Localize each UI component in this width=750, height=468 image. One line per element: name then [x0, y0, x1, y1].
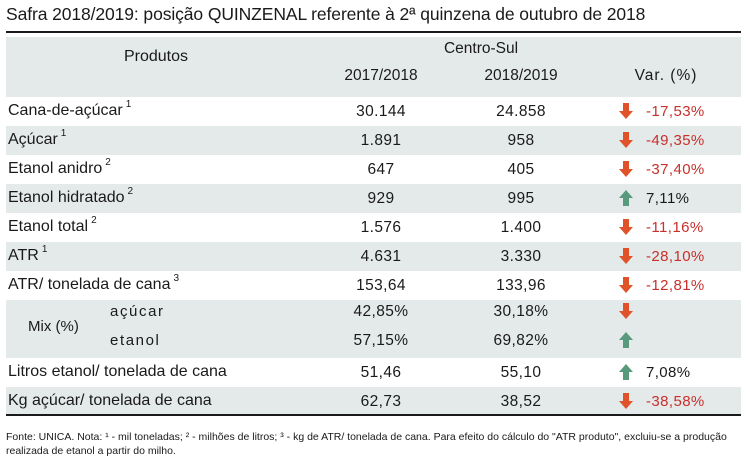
value-var: -11,16%: [646, 219, 704, 236]
value-2017: 1.891: [360, 132, 402, 149]
header-col-2017: 2017/2018: [344, 67, 418, 84]
value-var: -17,53%: [646, 103, 705, 120]
table-row: ATR/ tonelada de cana 3 153,64 133,96 -12,81…: [6, 271, 741, 300]
mix-value-2017-acucar: 42,85%: [353, 303, 409, 320]
value-var: -38,58%: [646, 393, 705, 410]
value-2018: 133,96: [496, 277, 546, 294]
row-footnote-mark: 2: [105, 157, 111, 168]
row-label: Açúcar 1: [8, 128, 67, 149]
value-2018: 55,10: [500, 364, 542, 381]
row-footnote-mark: 3: [173, 273, 180, 284]
value-var: -49,35%: [646, 132, 705, 149]
row-label: Etanol total 2: [8, 215, 97, 236]
arrow-down-icon: [619, 161, 633, 177]
arrow-down-icon: [619, 219, 633, 235]
value-var: -28,10%: [646, 248, 705, 265]
table-row: Açúcar 1 1.891 958 -49,35%: [6, 126, 741, 155]
arrow-down-icon: [619, 248, 633, 264]
arrow-down-icon: [619, 277, 633, 293]
value-var: -37,40%: [646, 161, 705, 178]
bottom-rule: [6, 414, 741, 416]
header-col-2018: 2018/2019: [484, 67, 558, 84]
row-label-text: Etanol total: [8, 218, 89, 235]
row-label: Litros etanol/ tonelada de cana: [8, 363, 227, 380]
value-2017: 153,64: [356, 277, 406, 294]
arrow-up-icon: [619, 190, 633, 206]
mix-sub-label-acucar: açúcar: [110, 303, 165, 320]
row-label: ATR 1: [8, 244, 48, 265]
row-label-text: ATR: [8, 247, 39, 264]
row-footnote-mark: 1: [60, 128, 67, 139]
row-label: ATR/ tonelada de cana 3: [8, 273, 180, 294]
value-2017: 51,46: [360, 364, 402, 381]
value-var: 7,11%: [646, 190, 690, 207]
header-region: Centro-Sul: [443, 40, 519, 57]
value-2018: 3.330: [500, 248, 542, 265]
value-2018: 405: [507, 161, 535, 178]
header-col-var: Var. (%): [634, 67, 698, 84]
arrow-down-icon: [619, 103, 633, 119]
value-2017: 62,73: [360, 393, 402, 410]
page-title: Safra 2018/2019: posição QUINZENAL refer…: [6, 4, 646, 24]
arrow-up-icon: [619, 364, 633, 380]
row-footnote-mark: 1: [125, 99, 132, 110]
header-produtos: Produtos: [123, 48, 189, 65]
row-footnote-mark: 2: [127, 186, 134, 197]
table-row: Etanol total 2 1.576 1.400 -11,16%: [6, 213, 741, 242]
table-row: Etanol anidro 2 647 405 -37,40%: [6, 155, 741, 184]
value-2018: 1.400: [500, 219, 542, 236]
value-2018: 38,52: [500, 393, 542, 410]
value-var: 7,08%: [646, 364, 691, 381]
row-label-text: Etanol anidro: [8, 160, 103, 177]
value-2018: 958: [507, 132, 535, 149]
value-2017: 929: [367, 190, 395, 207]
row-label: Cana-de-açúcar 1: [8, 99, 132, 120]
value-2017: 4.631: [360, 248, 402, 265]
table-row: Etanol hidratado 2 929 995 7,11%: [6, 184, 741, 213]
footnote: Fonte: UNICA. Nota: ¹ - mil toneladas; ²…: [6, 431, 727, 457]
row-label: Etanol hidratado 2: [8, 186, 134, 207]
arrow-down-icon: [619, 303, 633, 319]
value-2017: 1.576: [360, 219, 402, 236]
mix-sub-label-etanol: etanol: [110, 332, 161, 349]
value-2017: 30.144: [356, 103, 406, 120]
arrow-down-icon: [619, 393, 633, 409]
table-row: Cana-de-açúcar 1 30.144 24.858 -17,53%: [6, 97, 741, 126]
value-var: -12,81%: [646, 277, 705, 294]
top-rule: [6, 31, 741, 33]
mix-value-2017-etanol: 57,15%: [353, 332, 409, 349]
row-footnote-mark: 1: [41, 244, 48, 255]
value-2017: 647: [367, 161, 395, 178]
arrow-up-icon: [619, 332, 633, 348]
row-label: Kg açúcar/ tonelada de cana: [8, 392, 212, 409]
mix-value-2018-acucar: 30,18%: [493, 303, 549, 320]
table-row: ATR 1 4.631 3.330 -28,10%: [6, 242, 741, 271]
arrow-down-icon: [619, 132, 633, 148]
mix-block: Mix (%) açúcar 42,85% 30,18% etanol 57,15% 69,…: [6, 300, 741, 358]
table-row: Litros etanol/ tonelada de cana 51,46 55,1…: [6, 358, 741, 387]
table-row: Kg açúcar/ tonelada de cana 62,73 38,52 -38…: [6, 387, 741, 416]
row-footnote-mark: 2: [91, 215, 97, 226]
value-2018: 995: [507, 190, 535, 207]
mix-label: Mix (%): [28, 318, 79, 335]
table-header: Produtos Centro-Sul 2017/2018 2018/2019 …: [6, 37, 741, 97]
row-label-text: Cana-de-açúcar: [8, 102, 123, 119]
row-label-text: Açúcar: [8, 131, 58, 148]
row-label: Etanol anidro 2: [8, 157, 111, 178]
row-label-text: Etanol hidratado: [8, 189, 125, 206]
value-2018: 24.858: [496, 103, 546, 120]
mix-value-2018-etanol: 69,82%: [493, 332, 549, 349]
row-label-text: ATR/ tonelada de cana: [8, 276, 171, 293]
